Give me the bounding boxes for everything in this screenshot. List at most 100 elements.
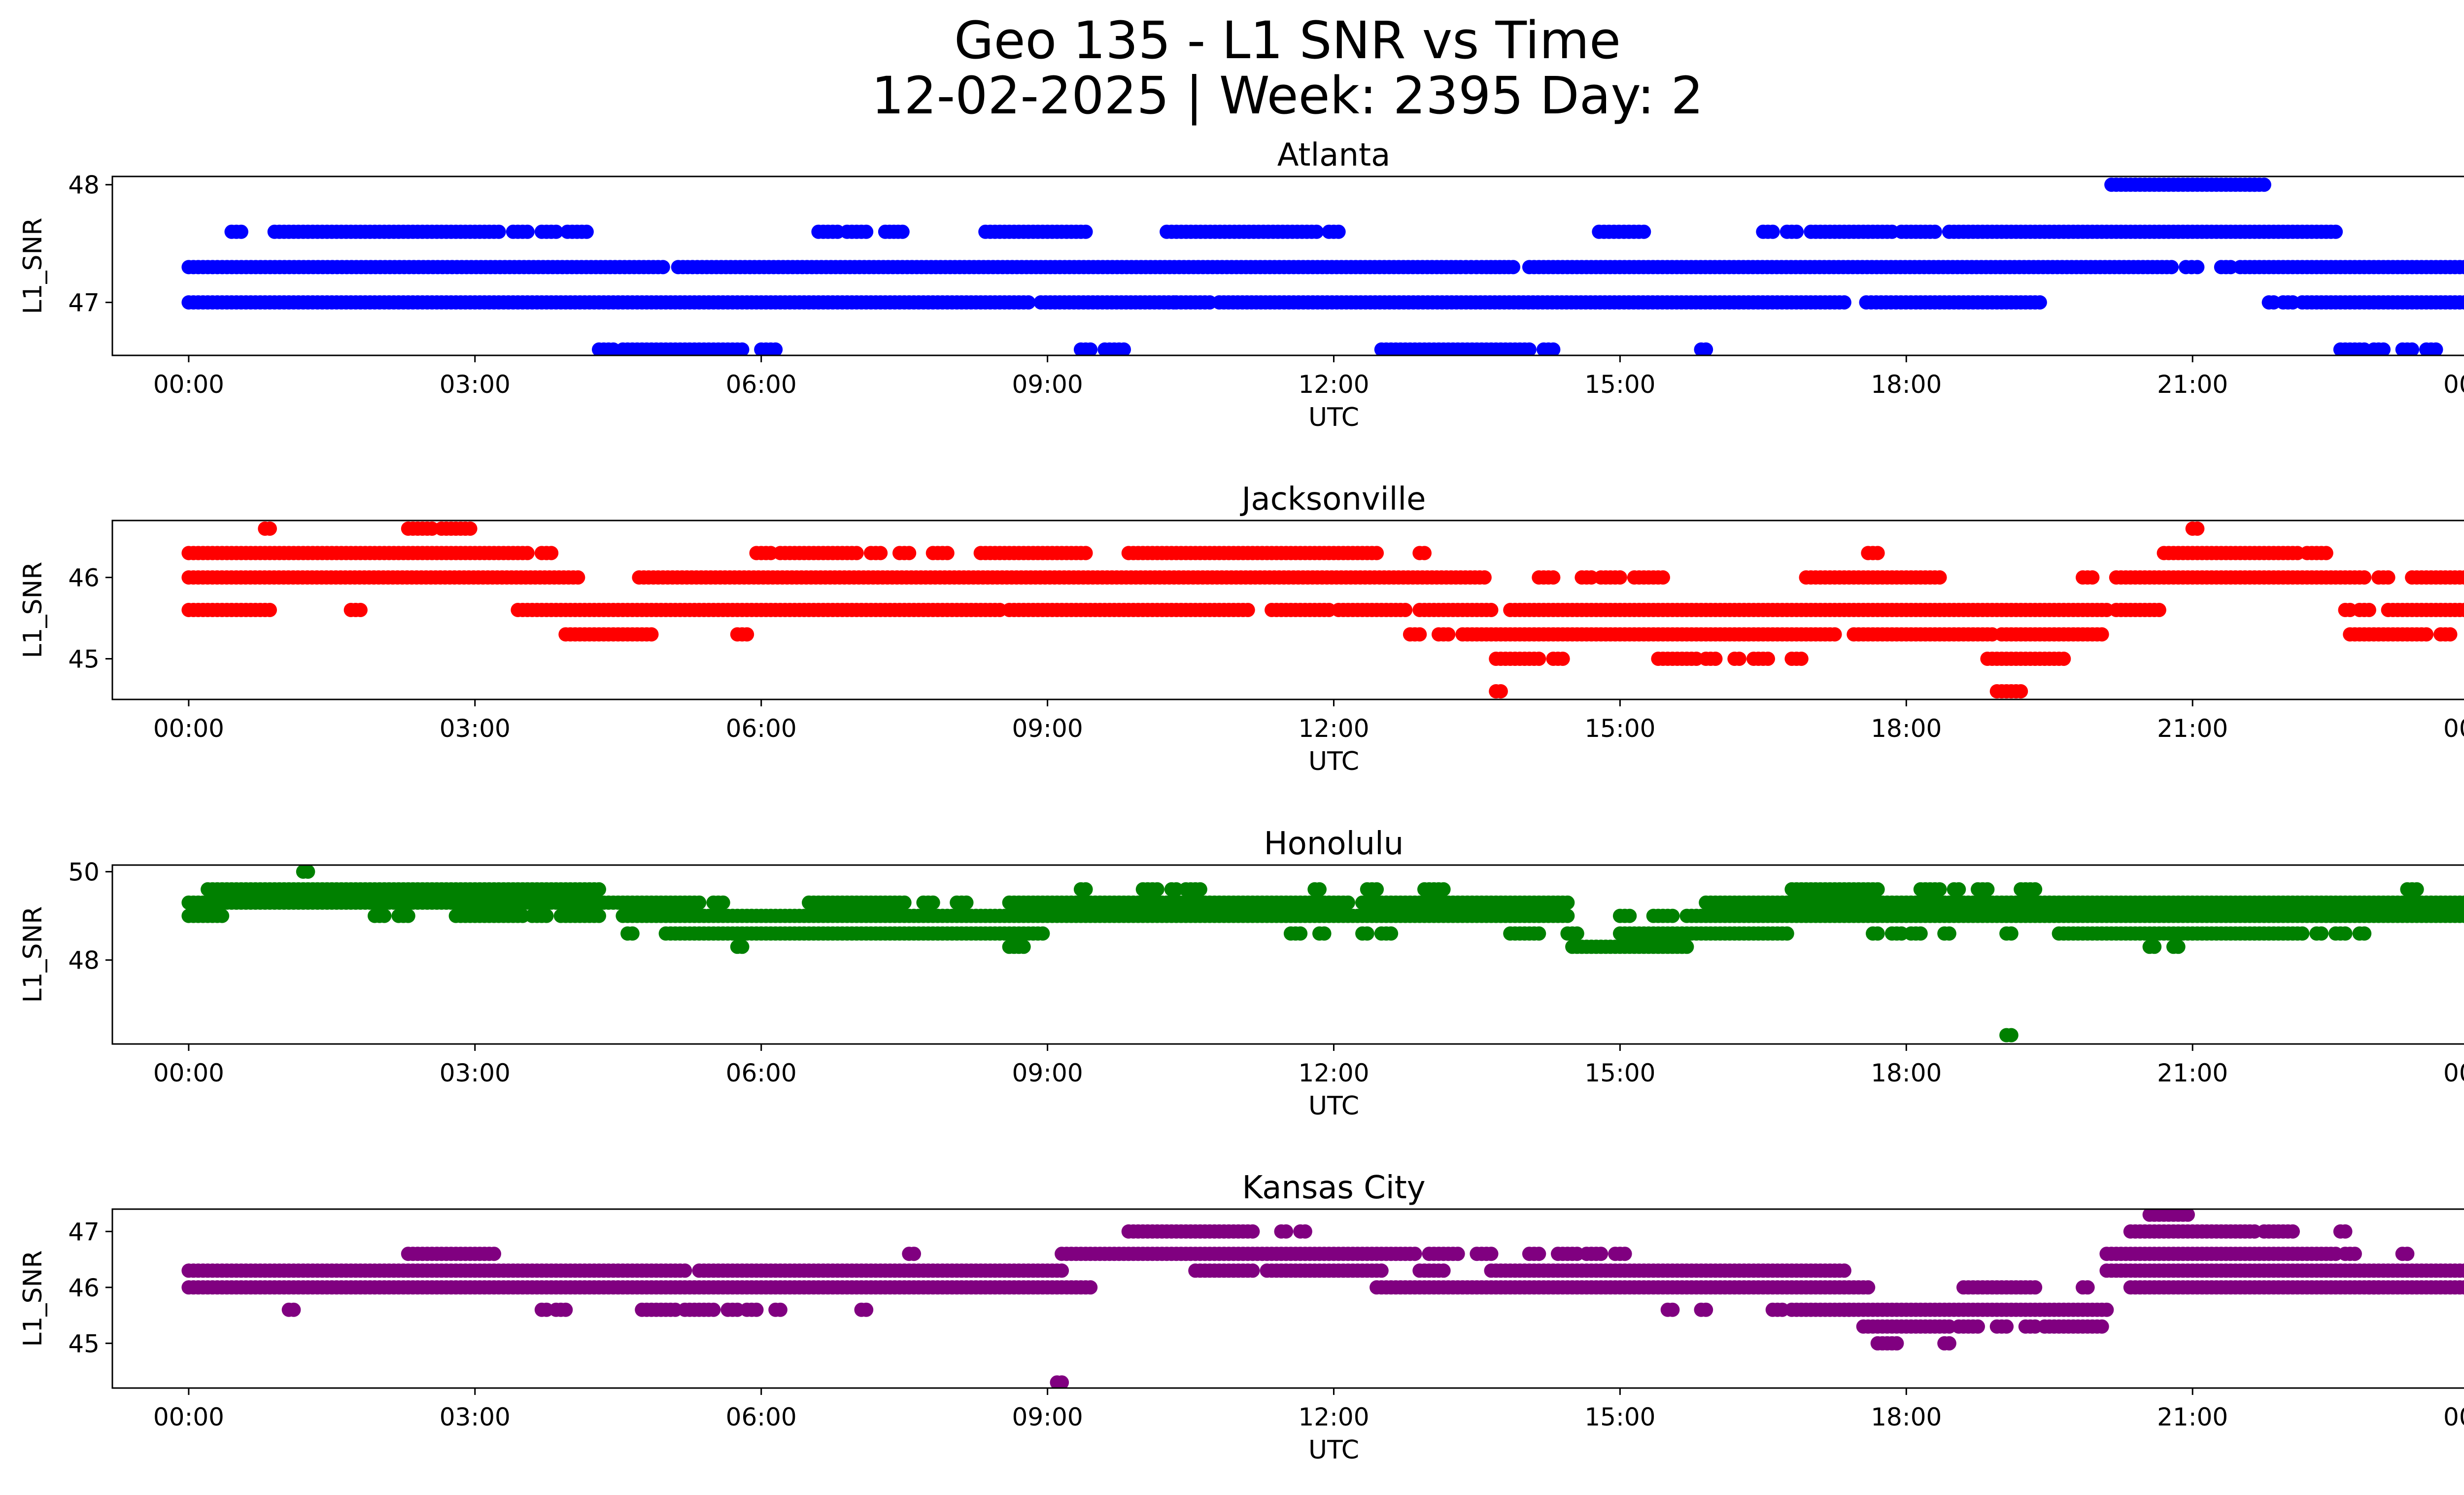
honolulu-x-axis-label: UTC bbox=[1308, 1091, 1359, 1121]
jacksonville-x-tick-label: 18:00 bbox=[1871, 714, 1942, 743]
jacksonville-data-point bbox=[1732, 652, 1746, 666]
honolulu-data-point bbox=[2457, 908, 2464, 923]
honolulu-data-point bbox=[1369, 882, 1384, 897]
kansas-city-data-point bbox=[1055, 1263, 1069, 1278]
kansas-city-data-point bbox=[487, 1247, 501, 1261]
jacksonville-y-axis-label: L1_SNR bbox=[18, 561, 48, 658]
honolulu-data-point bbox=[1193, 882, 1207, 897]
jacksonville-data-point bbox=[353, 603, 368, 617]
atlanta-data-point bbox=[859, 224, 874, 239]
jacksonville-data-point bbox=[463, 522, 478, 536]
honolulu-data-point bbox=[897, 895, 912, 910]
honolulu-data-point bbox=[2147, 939, 2162, 954]
atlanta-x-tick-label: 12:00 bbox=[1298, 370, 1369, 399]
jacksonville-data-point bbox=[1369, 546, 1384, 560]
atlanta-x-tick-label: 00:00 bbox=[2443, 370, 2464, 399]
jacksonville-x-axis-label: UTC bbox=[1308, 747, 1359, 776]
jacksonville-data-point bbox=[1078, 546, 1093, 560]
atlanta-y-tick-label: 47 bbox=[68, 289, 100, 317]
honolulu-data-point bbox=[2004, 926, 2019, 941]
jacksonville-data-point bbox=[1555, 652, 1570, 666]
kansas-city-data-point bbox=[1665, 1302, 1680, 1317]
atlanta-data-point bbox=[548, 224, 563, 239]
atlanta-data-point bbox=[1522, 342, 1537, 355]
kansas-city-data-point bbox=[2286, 1224, 2300, 1239]
honolulu-data-point bbox=[215, 908, 230, 923]
atlanta-data-point bbox=[2405, 342, 2420, 355]
honolulu-data-point bbox=[1780, 926, 1794, 941]
honolulu-data-point bbox=[1980, 882, 1995, 897]
jacksonville-data-point bbox=[1477, 570, 1492, 585]
honolulu-data-point bbox=[692, 895, 707, 910]
honolulu-title: Honolulu bbox=[1264, 826, 1404, 862]
atlanta-data-point bbox=[895, 224, 910, 239]
atlanta-data-point bbox=[2247, 177, 2262, 192]
kansas-city-data-point bbox=[1594, 1247, 1608, 1261]
atlanta-y-axis-label: L1_SNR bbox=[18, 217, 48, 314]
jacksonville-x-tick-label: 00:00 bbox=[153, 714, 224, 743]
figure-title-line2: 12-02-2025 | Week: 2395 Day: 2 bbox=[871, 66, 1704, 126]
figure-title-line1: Geo 135 - L1 SNR vs Time bbox=[954, 10, 1621, 70]
kansas-city-title: Kansas City bbox=[1242, 1170, 1425, 1206]
atlanta-data-point bbox=[655, 260, 670, 275]
kansas-city-points bbox=[181, 1209, 2464, 1388]
kansas-city-data-point bbox=[1436, 1263, 1451, 1278]
honolulu-x-tick-label: 12:00 bbox=[1298, 1059, 1369, 1087]
kansas-city-data-point bbox=[1374, 1263, 1389, 1278]
jacksonville-data-point bbox=[2462, 572, 2464, 583]
jacksonville-data-point bbox=[2443, 627, 2458, 642]
atlanta-data-point bbox=[768, 342, 783, 355]
kansas-city-data-point bbox=[2338, 1224, 2353, 1239]
atlanta-data-point bbox=[579, 224, 594, 239]
jacksonville-data-point bbox=[2457, 570, 2464, 585]
honolulu-points bbox=[181, 865, 2464, 1043]
jacksonville-data-point bbox=[2014, 684, 2028, 698]
jacksonville-title: Jacksonville bbox=[1240, 481, 1426, 518]
honolulu-data-point bbox=[377, 908, 392, 923]
jacksonville-data-point bbox=[2190, 522, 2205, 536]
honolulu-x-tick-label: 21:00 bbox=[2157, 1059, 2228, 1087]
atlanta-title: Atlanta bbox=[1277, 137, 1391, 174]
atlanta-data-point bbox=[2429, 342, 2443, 355]
kansas-city-data-point bbox=[1450, 1247, 1465, 1261]
kansas-city-data-point bbox=[1245, 1224, 1260, 1239]
jacksonville-data-point bbox=[2152, 603, 2166, 617]
jacksonville-y-tick-label: 45 bbox=[68, 645, 100, 674]
honolulu-data-point bbox=[1312, 882, 1327, 897]
honolulu-x-tick-label: 00:00 bbox=[2443, 1059, 2464, 1087]
honolulu-data-point bbox=[401, 908, 415, 923]
kansas-city-data-point bbox=[1279, 1224, 1294, 1239]
jacksonville-data-point bbox=[740, 627, 754, 642]
honolulu-data-point bbox=[1016, 939, 1031, 954]
honolulu-data-point bbox=[1622, 908, 1637, 923]
atlanta-data-point bbox=[2462, 297, 2464, 308]
honolulu-data-point bbox=[625, 926, 640, 941]
atlanta-x-tick-label: 00:00 bbox=[153, 370, 224, 399]
atlanta-data-point bbox=[1078, 224, 1093, 239]
kansas-city-data-point bbox=[773, 1302, 787, 1317]
atlanta-x-tick-label: 21:00 bbox=[2157, 370, 2228, 399]
atlanta-data-point bbox=[1506, 260, 1520, 275]
jacksonville-data-point bbox=[2319, 546, 2333, 560]
kansas-city-data-point bbox=[2457, 1280, 2464, 1295]
kansas-city-data-point bbox=[678, 1263, 692, 1278]
jacksonville-data-point bbox=[1761, 652, 1775, 666]
jacksonville-data-point bbox=[2361, 603, 2376, 617]
jacksonville-data-point bbox=[1708, 652, 1723, 666]
honolulu-data-point bbox=[1942, 926, 1956, 941]
honolulu-data-point bbox=[1341, 895, 1355, 910]
kansas-city-data-point bbox=[2400, 1247, 2415, 1261]
atlanta-data-point bbox=[2462, 262, 2464, 272]
jacksonville-data-point bbox=[2381, 570, 2396, 585]
atlanta-data-point bbox=[1765, 224, 1780, 239]
jacksonville-data-point bbox=[1398, 603, 1413, 617]
kansas-city-data-point bbox=[2094, 1319, 2109, 1334]
kansas-city-data-point bbox=[749, 1302, 764, 1317]
honolulu-data-point bbox=[1679, 939, 1694, 954]
honolulu-data-point bbox=[1360, 926, 1374, 941]
atlanta-data-point bbox=[2190, 260, 2205, 275]
jacksonville-data-point bbox=[1827, 627, 1842, 642]
